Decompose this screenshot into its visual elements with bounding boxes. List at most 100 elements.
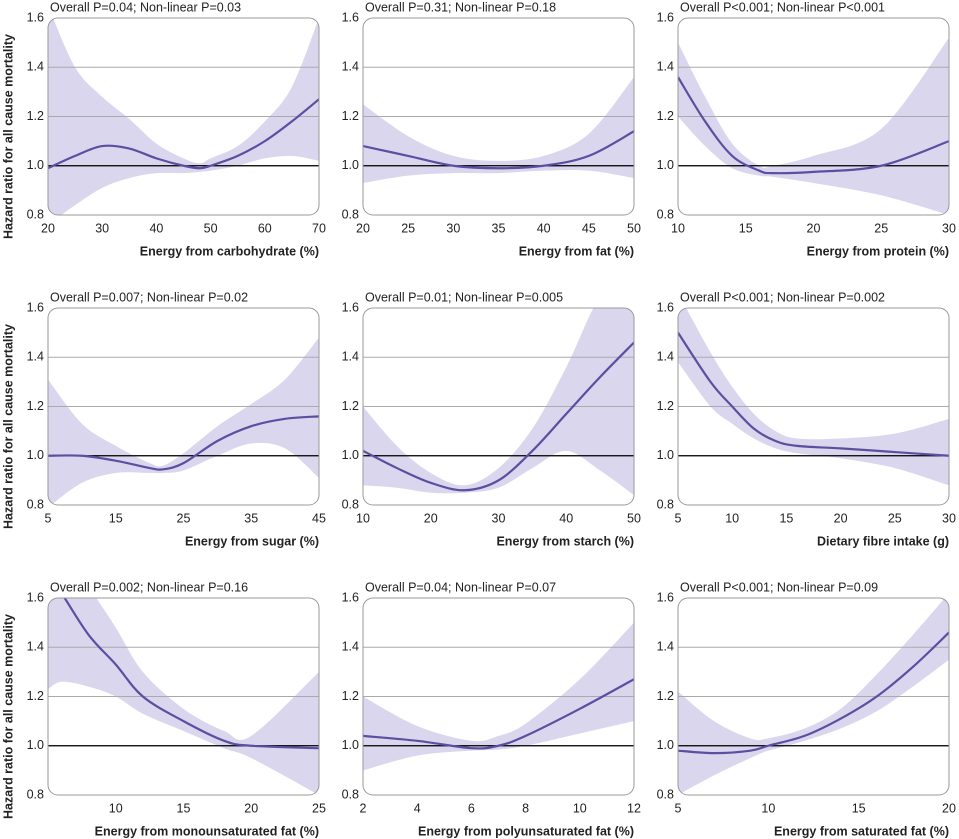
plot-area: [678, 598, 949, 795]
plot-frame: [47, 17, 320, 216]
y-tick-label: 0.8: [342, 497, 359, 511]
x-axis-label: Energy from sugar (%): [185, 534, 319, 548]
y-tick-label: 1.4: [27, 60, 44, 74]
y-tick-label: 1.0: [657, 738, 674, 752]
y-tick-label: 1.6: [27, 10, 44, 24]
y-tick-label: 1.4: [27, 350, 44, 364]
x-tick-label: 5: [675, 511, 682, 525]
panel: Overall P=0.007; Non-linear P=0.02 0.8 1.0…: [1, 290, 326, 548]
y-tick-label: 1.0: [27, 738, 44, 752]
x-axis-label: Energy from monounsaturated fat (%): [95, 824, 319, 838]
y-tick-label: 1.0: [657, 158, 674, 172]
plot-frame: [677, 597, 950, 796]
y-tick-label: 1.0: [27, 158, 44, 172]
x-tick-label: 50: [204, 221, 218, 235]
x-tick-label: 5: [675, 801, 682, 815]
panel-title: Overall P<0.001; Non-linear P=0.09: [680, 580, 878, 594]
x-tick-label: 20: [834, 511, 848, 525]
panel: Overall P=0.04; Non-linear P=0.07 0.8 1.0 1…: [342, 580, 641, 838]
x-tick-label: 35: [492, 221, 506, 235]
confidence-band: [363, 622, 634, 771]
x-tick-label: 15: [109, 511, 123, 525]
y-tick-label: 1.2: [27, 689, 44, 703]
plot-frame: [677, 17, 950, 216]
y-tick-label: 1.4: [342, 640, 359, 654]
hazard-ratio-line: [363, 341, 634, 492]
panel-title: Overall P=0.31; Non-linear P=0.18: [365, 0, 556, 14]
hazard-ratio-line: [678, 76, 949, 175]
y-tick-label: 1.2: [27, 109, 44, 123]
x-tick-label: 60: [258, 221, 272, 235]
x-tick-label: 25: [874, 221, 888, 235]
x-tick-label: 15: [779, 511, 793, 525]
plot-frame: [362, 597, 635, 796]
confidence-band: [48, 337, 319, 505]
panel: Overall P=0.01; Non-linear P=0.005 0.8 1.0…: [342, 290, 641, 548]
y-tick-label: 1.6: [342, 590, 359, 604]
confidence-band: [48, 18, 319, 215]
x-tick-label: 25: [888, 511, 902, 525]
y-tick-label: 1.6: [27, 300, 44, 314]
x-tick-label: 20: [807, 221, 821, 235]
x-tick-label: 12: [627, 801, 641, 815]
x-tick-label: 10: [573, 801, 587, 815]
y-tick-label: 1.4: [27, 640, 44, 654]
x-tick-label: 25: [312, 801, 326, 815]
y-tick-label: 0.8: [342, 787, 359, 801]
y-tick-label: 1.6: [342, 300, 359, 314]
x-tick-label: 10: [109, 801, 123, 815]
y-tick-label: 0.8: [27, 207, 44, 221]
x-axis-label: Energy from starch (%): [496, 534, 634, 548]
plot-frame: [362, 17, 635, 216]
x-tick-label: 20: [244, 801, 258, 815]
confidence-band: [678, 598, 949, 795]
x-tick-label: 10: [725, 511, 739, 525]
x-axis-label: Dietary fibre intake (g): [817, 534, 949, 548]
panel-title: Overall P=0.01; Non-linear P=0.005: [365, 290, 563, 304]
panel-title: Overall P=0.04; Non-linear P=0.03: [50, 0, 241, 14]
x-tick-label: 40: [149, 221, 163, 235]
x-tick-label: 30: [446, 221, 460, 235]
plot-frame: [47, 307, 320, 506]
x-tick-label: 10: [671, 221, 685, 235]
y-tick-label: 1.2: [657, 399, 674, 413]
plot-area: [48, 18, 319, 215]
x-axis-label: Energy from polyunsaturated fat (%): [418, 824, 634, 838]
y-tick-label: 1.0: [657, 448, 674, 462]
panel-title: Overall P=0.007; Non-linear P=0.02: [50, 290, 248, 304]
y-tick-label: 1.0: [342, 158, 359, 172]
x-tick-label: 15: [177, 801, 191, 815]
x-tick-label: 50: [627, 511, 641, 525]
x-tick-label: 4: [414, 801, 421, 815]
plot-area: [48, 598, 319, 795]
hazard-ratio-line: [678, 332, 949, 457]
y-tick-label: 1.0: [342, 448, 359, 462]
y-tick-label: 1.2: [657, 689, 674, 703]
y-axis-label: Hazard ratio for all cause mortality: [1, 324, 15, 529]
y-tick-label: 1.2: [342, 399, 359, 413]
y-tick-label: 1.4: [657, 60, 674, 74]
confidence-band: [678, 308, 949, 486]
plot-area: [363, 598, 634, 795]
x-axis-label: Energy from protein (%): [807, 244, 949, 258]
panel: Overall P<0.001; Non-linear P=0.09 0.8 1.0…: [657, 580, 956, 838]
y-tick-label: 1.2: [27, 399, 44, 413]
y-tick-label: 1.2: [342, 109, 359, 123]
y-axis-label: Hazard ratio for all cause mortality: [1, 34, 15, 239]
plot-area: [678, 308, 949, 505]
x-tick-label: 15: [852, 801, 866, 815]
panel-title: Overall P<0.001; Non-linear P=0.002: [680, 290, 885, 304]
hazard-ratio-line: [48, 415, 319, 471]
panel: Overall P<0.001; Non-linear P=0.002 0.8 1.…: [657, 290, 956, 548]
x-axis-label: Energy from carbohydrate (%): [140, 244, 319, 258]
y-tick-label: 0.8: [342, 207, 359, 221]
y-tick-label: 1.6: [657, 590, 674, 604]
y-tick-label: 1.2: [657, 109, 674, 123]
x-tick-label: 50: [627, 221, 641, 235]
x-tick-label: 6: [468, 801, 475, 815]
x-axis-label: Energy from saturated fat (%): [774, 824, 949, 838]
y-tick-label: 1.2: [342, 689, 359, 703]
y-tick-label: 1.4: [342, 350, 359, 364]
y-tick-label: 1.6: [27, 590, 44, 604]
